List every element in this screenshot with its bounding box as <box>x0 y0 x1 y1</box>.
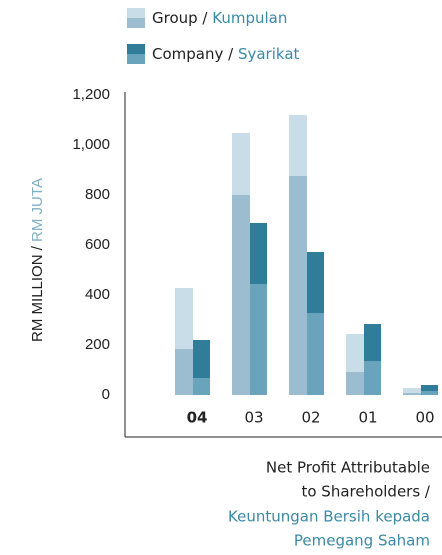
y-tick-label: 800 <box>85 186 110 203</box>
legend-name-alt: Syarikat <box>238 45 300 63</box>
bar-segment <box>175 349 193 395</box>
legend-swatch <box>127 54 145 64</box>
legend-swatch <box>127 8 145 18</box>
y-axis-label: RM MILLION / RM JUTA <box>29 178 46 342</box>
bar-segment <box>232 195 250 395</box>
x-tick-label: 02 <box>301 409 320 427</box>
bar-segment <box>403 393 421 395</box>
chart-title: Net Profit Attributable <box>266 459 430 477</box>
y-label-alt: RM JUTA <box>29 178 46 242</box>
y-label: RM MILLION / <box>29 245 46 342</box>
legend-entry: Company / Syarikat <box>152 45 300 63</box>
bar-segment <box>175 288 193 349</box>
legend-swatch <box>127 44 145 54</box>
bar-segment <box>232 133 250 195</box>
bar-segment <box>193 378 210 395</box>
y-tick-label: 0 <box>102 386 110 403</box>
bar-segment <box>364 324 381 361</box>
y-tick-label: 600 <box>85 236 110 253</box>
bar-segment <box>307 313 324 395</box>
bar-segment <box>250 284 267 395</box>
x-tick-label: 00 <box>415 409 434 427</box>
bar-segment <box>307 252 324 313</box>
bar-segment <box>289 115 307 176</box>
legend-name-alt: Kumpulan <box>212 9 287 27</box>
bar-segment <box>364 361 381 395</box>
x-tick-label: 01 <box>358 409 377 427</box>
chart-title: to Shareholders / <box>301 483 430 501</box>
legend-swatch <box>127 18 145 28</box>
bar-segment <box>250 223 267 284</box>
x-tick-label: 04 <box>187 409 208 427</box>
bar-segment <box>346 334 364 372</box>
legend-name: Company / <box>152 45 234 63</box>
bar-segment <box>346 372 364 395</box>
y-tick-label: 400 <box>85 286 110 303</box>
y-tick-label: 1,200 <box>72 86 110 103</box>
x-tick-label: 03 <box>244 409 263 427</box>
legend-entry: Group / Kumpulan <box>152 9 287 27</box>
chart-title-alt: Keuntungan Bersih kepada <box>228 508 430 526</box>
y-tick-label: 1,000 <box>72 136 110 153</box>
legend-name: Group / <box>152 9 208 27</box>
chart-title-alt: Pemegang Saham <box>294 532 430 550</box>
bar-segment <box>421 385 438 391</box>
y-tick-label: 200 <box>85 336 110 353</box>
bar-segment <box>193 340 210 378</box>
bar-segment <box>403 388 421 393</box>
bar-segment <box>289 176 307 395</box>
bar-segment <box>421 391 438 395</box>
